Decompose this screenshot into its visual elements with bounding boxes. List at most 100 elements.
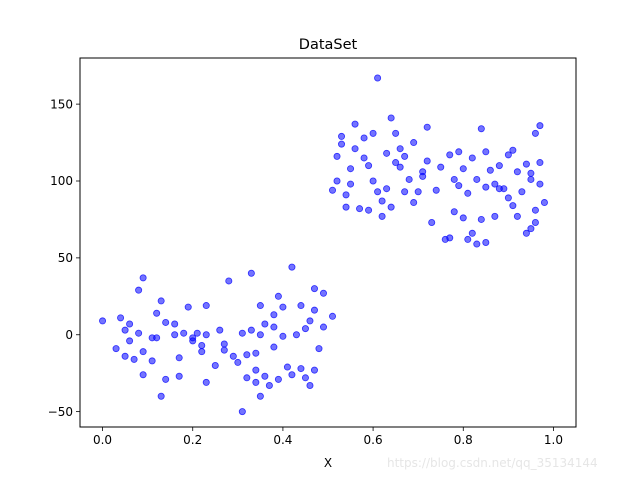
data-point <box>504 151 512 159</box>
data-point <box>243 351 251 359</box>
data-point <box>211 361 219 369</box>
data-point <box>482 148 490 156</box>
data-point <box>383 149 391 157</box>
data-point <box>473 175 481 183</box>
data-point <box>518 188 526 196</box>
data-point <box>531 206 539 214</box>
data-point <box>369 177 377 185</box>
data-point <box>202 331 210 339</box>
data-point <box>297 302 305 310</box>
data-point <box>333 177 341 185</box>
data-point <box>117 314 125 322</box>
data-point <box>216 326 224 334</box>
data-point <box>162 375 170 383</box>
data-point <box>288 371 296 379</box>
data-point <box>256 331 264 339</box>
data-point <box>153 309 161 317</box>
data-point <box>374 74 382 82</box>
data-point <box>459 214 467 222</box>
data-point <box>495 162 503 170</box>
data-point <box>477 125 485 133</box>
data-point <box>378 212 386 220</box>
data-point <box>310 306 318 314</box>
data-point <box>329 312 337 320</box>
data-point <box>252 366 260 374</box>
data-point <box>153 334 161 342</box>
x-tick-label: 1.0 <box>544 433 563 447</box>
data-point <box>347 165 355 173</box>
x-tick-label: 0.8 <box>454 433 473 447</box>
data-point <box>279 303 287 311</box>
data-point <box>261 320 269 328</box>
data-point <box>135 329 143 337</box>
data-point <box>171 331 179 339</box>
data-point <box>432 186 440 194</box>
data-point <box>459 165 467 173</box>
data-point <box>428 219 436 227</box>
x-tick-label: 0.6 <box>364 433 383 447</box>
y-tick-label: 150 <box>50 97 73 111</box>
data-point <box>423 157 431 165</box>
data-point <box>329 186 337 194</box>
data-point <box>175 354 183 362</box>
data-point <box>180 329 188 337</box>
data-point <box>220 346 228 354</box>
data-point <box>229 352 237 360</box>
data-point <box>171 320 179 328</box>
data-point <box>396 163 404 171</box>
data-point <box>310 366 318 374</box>
data-point <box>482 183 490 191</box>
data-point <box>175 372 183 380</box>
data-point <box>270 323 278 331</box>
data-point <box>319 289 327 297</box>
data-point <box>279 332 287 340</box>
data-point <box>193 329 201 337</box>
data-point <box>338 132 346 140</box>
data-point <box>247 269 255 277</box>
data-point <box>387 114 395 122</box>
data-point <box>189 337 197 345</box>
data-point <box>202 302 210 310</box>
data-point <box>473 240 481 248</box>
data-point <box>342 203 350 211</box>
data-point <box>121 326 129 334</box>
data-point <box>500 185 508 193</box>
data-point <box>455 182 463 190</box>
data-point <box>342 191 350 199</box>
data-point <box>283 363 291 371</box>
data-point <box>446 234 454 242</box>
data-point <box>455 148 463 156</box>
data-point <box>423 123 431 131</box>
data-point <box>256 392 264 400</box>
data-point <box>301 374 309 382</box>
data-point <box>225 277 233 285</box>
data-point <box>531 129 539 137</box>
data-point <box>135 286 143 294</box>
data-point <box>527 169 535 177</box>
data-point <box>401 188 409 196</box>
data-point <box>238 408 246 416</box>
data-points <box>99 74 548 416</box>
data-point <box>464 189 472 197</box>
data-point <box>482 238 490 246</box>
data-point <box>347 180 355 188</box>
data-point <box>446 151 454 159</box>
data-point <box>536 159 544 167</box>
data-point <box>202 378 210 386</box>
data-point <box>401 152 409 160</box>
data-point <box>491 212 499 220</box>
data-point <box>360 134 368 142</box>
y-tick-label: 100 <box>50 174 73 188</box>
data-point <box>252 378 260 386</box>
data-point <box>419 172 427 180</box>
data-point <box>513 212 521 220</box>
data-point <box>270 311 278 319</box>
x-tick-label: 0.4 <box>273 433 292 447</box>
data-point <box>301 325 309 333</box>
y-tick-label: 50 <box>58 251 73 265</box>
y-tick-label: −50 <box>48 405 73 419</box>
data-point <box>288 263 296 271</box>
data-point <box>238 329 246 337</box>
data-point <box>306 381 314 389</box>
data-point <box>139 348 147 356</box>
